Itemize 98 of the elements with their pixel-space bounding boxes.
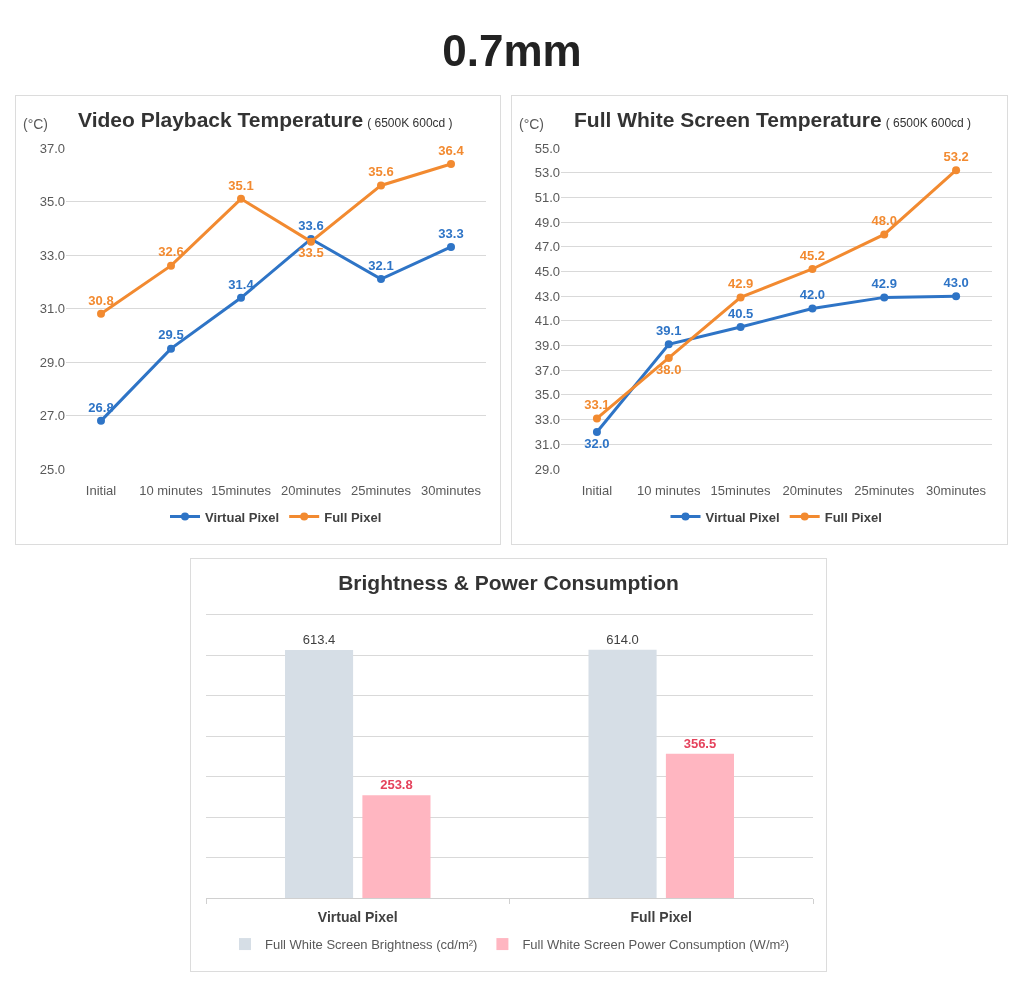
point xyxy=(952,292,961,301)
x-tick-label: 25minutes xyxy=(351,483,412,498)
x-tick-label: 10 minutes xyxy=(636,483,702,498)
y-tick-label: 35.0 xyxy=(39,194,65,210)
x-tick-label: 15minutes xyxy=(710,483,772,498)
point xyxy=(808,304,817,313)
y-tick-label: 33.0 xyxy=(39,247,65,263)
x-tick-label: 20minutes xyxy=(782,483,843,498)
legend-label: Virtual Pixel xyxy=(205,509,280,525)
point xyxy=(97,416,105,425)
y-tick-label: 25.0 xyxy=(39,461,65,477)
chart-subtitle: ( 6500K 600cd ) xyxy=(367,116,453,130)
data-label: 40.5 xyxy=(727,305,754,321)
x-tick-label: 20minutes xyxy=(281,483,342,498)
y-tick-label: 43.0 xyxy=(534,288,560,304)
y-tick-label: 51.0 xyxy=(534,189,560,205)
data-label: 42.9 xyxy=(727,276,754,292)
x-tick-label: 25minutes xyxy=(854,483,915,498)
bar xyxy=(665,753,734,898)
y-axis-title: (°C) xyxy=(519,116,545,132)
data-label: 33.5 xyxy=(298,245,324,261)
point xyxy=(952,166,961,175)
chart-subtitle: ( 6500K 600cd ) xyxy=(885,116,972,130)
chart-title: Video Playback Temperature xyxy=(78,108,364,131)
data-label: 33.1 xyxy=(584,397,610,413)
y-tick-label: 37.0 xyxy=(534,362,560,378)
y-tick-label: 35.0 xyxy=(534,387,560,403)
data-label: 30.8 xyxy=(88,292,114,308)
data-label: 35.6 xyxy=(368,164,394,180)
data-label: 48.0 xyxy=(871,213,897,229)
y-tick-label: 31.0 xyxy=(534,436,560,452)
legend-label: Full Pixel xyxy=(824,509,882,525)
data-label: 45.2 xyxy=(799,247,826,263)
y-tick-label: 33.0 xyxy=(534,412,560,428)
y-tick-label: 29.0 xyxy=(534,461,560,477)
point xyxy=(167,261,175,270)
text: 0.7mm xyxy=(441,26,583,76)
legend-label: Virtual Pixel xyxy=(705,509,780,525)
point xyxy=(447,242,455,251)
legend-label: Full White Screen Brightness (cd/m²) xyxy=(265,937,478,953)
bar xyxy=(285,649,354,898)
point xyxy=(592,414,601,423)
point xyxy=(736,323,745,332)
data-label: 39.1 xyxy=(656,323,682,339)
x-tick-label: Initial xyxy=(85,483,117,498)
data-label: 614.0 xyxy=(606,631,639,647)
y-tick-label: 29.0 xyxy=(39,354,65,370)
x-tick-label: 30minutes xyxy=(421,483,482,498)
legend-label: Full Pixel xyxy=(324,509,382,525)
point xyxy=(736,293,745,302)
point xyxy=(447,160,455,169)
data-label: 36.4 xyxy=(438,142,465,158)
y-axis-title: (°C) xyxy=(23,116,49,132)
y-tick-label: 45.0 xyxy=(534,264,560,280)
y-tick-label: 37.0 xyxy=(39,140,65,156)
point xyxy=(237,293,245,302)
point xyxy=(808,264,817,273)
data-label: 53.2 xyxy=(943,148,969,164)
x-tick-label: 10 minutes xyxy=(139,483,204,498)
x-tick-label: 30minutes xyxy=(926,483,987,498)
bar xyxy=(362,795,431,898)
y-tick-label: 53.0 xyxy=(534,165,560,181)
point xyxy=(664,353,673,362)
data-label: 613.4 xyxy=(302,631,336,647)
legend-label: Full White Screen Power Consumption (W/m²) xyxy=(522,937,789,953)
data-label: 33.3 xyxy=(438,225,464,241)
data-label: 29.5 xyxy=(158,327,184,343)
data-label: 32.0 xyxy=(584,435,610,451)
y-tick-label: 49.0 xyxy=(534,214,560,230)
point xyxy=(167,344,175,353)
chart-title: Full White Screen Temperature xyxy=(574,108,882,131)
point xyxy=(592,427,601,436)
data-label: 43.0 xyxy=(943,274,969,290)
point xyxy=(880,230,889,239)
data-label: 35.1 xyxy=(228,177,254,193)
data-label: 42.9 xyxy=(871,276,897,292)
data-label: 42.0 xyxy=(799,287,826,303)
data-label: 32.1 xyxy=(368,257,394,273)
y-tick-label: 47.0 xyxy=(534,239,560,255)
y-tick-label: 41.0 xyxy=(534,313,560,329)
x-tick-label: Initial xyxy=(581,483,613,498)
data-label: 33.6 xyxy=(298,217,324,233)
point xyxy=(237,194,245,203)
chart-title: Brightness & Power Consumption xyxy=(338,571,679,594)
point xyxy=(880,293,889,302)
data-label: 356.5 xyxy=(683,735,717,751)
data-label: 31.4 xyxy=(228,276,255,292)
y-tick-label: 31.0 xyxy=(39,301,65,317)
data-label: 253.8 xyxy=(380,777,413,793)
point xyxy=(377,275,385,284)
y-tick-label: 55.0 xyxy=(534,140,560,156)
x-tick-label: 15minutes xyxy=(211,483,272,498)
point xyxy=(377,181,385,190)
point xyxy=(664,340,673,349)
point xyxy=(97,309,105,318)
y-tick-label: 27.0 xyxy=(39,408,65,424)
bar xyxy=(588,649,657,898)
y-tick-label: 39.0 xyxy=(534,338,560,354)
